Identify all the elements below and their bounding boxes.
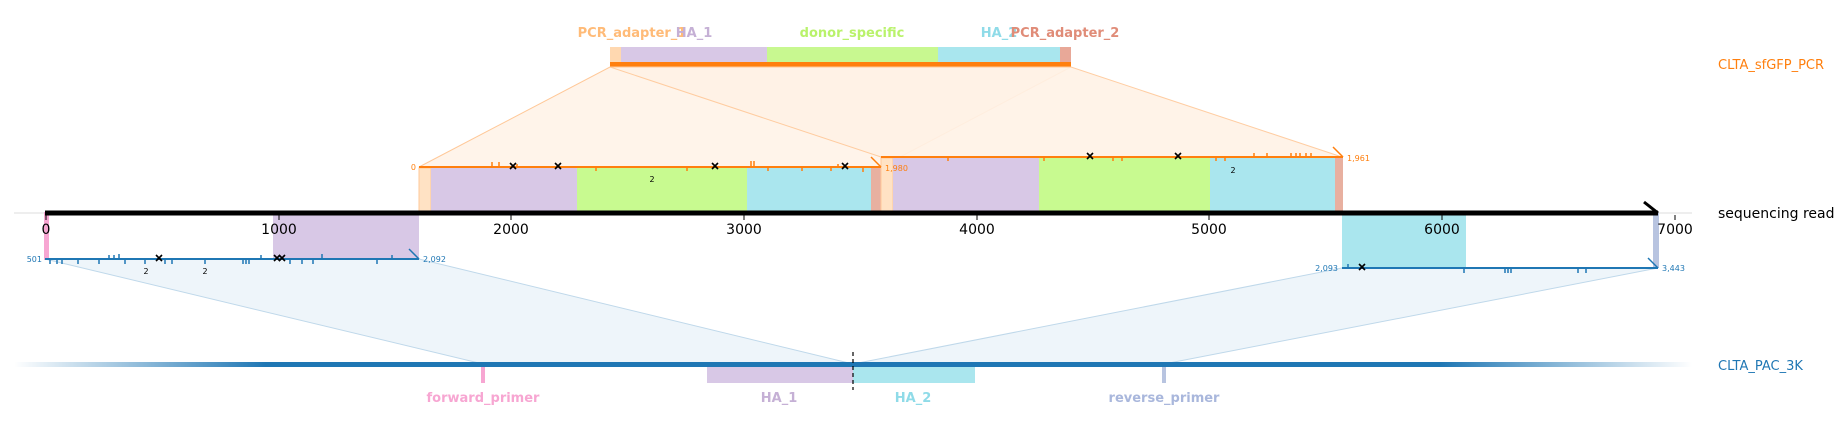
top-alignment-2-arrow (1332, 146, 1344, 158)
read-name: sequencing read (1718, 206, 1834, 222)
bottom-indel-count-1: 2 (143, 267, 148, 276)
label-pcr-adapter-2: PCR_adapter_2 (1011, 26, 1120, 41)
aln1-ha2 (747, 168, 871, 213)
bottom-right-projection (852, 267, 1659, 365)
top-aln1-end-label: 1,980 (885, 164, 908, 173)
read-ha2-block (1342, 213, 1466, 268)
tick-label-3000: 3000 (726, 222, 762, 238)
tick-label-6000: 6000 (1424, 222, 1460, 238)
aln1-ha1 (431, 168, 577, 213)
top-alignment-lines: 0 1,980 1,961 2 2 (411, 146, 1370, 184)
label-top-ha1: HA_1 (676, 26, 713, 41)
top-reference: PCR_adapter_1 HA_1 donor_specific HA_2 P… (578, 26, 1824, 73)
top-ha1-block (621, 47, 767, 62)
read-direction-arrow (1643, 200, 1659, 215)
bottom-mismatch-markers (155, 254, 1366, 271)
bottom-reference-bar (14, 362, 1692, 367)
tick-label-4000: 4000 (959, 222, 995, 238)
aln2-pcr-adapter-2 (1335, 158, 1343, 213)
bottom-reference: forward_primer HA_1 HA_2 reverse_primer … (14, 352, 1803, 406)
top-mismatch-markers (509, 152, 1182, 170)
aln2-donor (1039, 158, 1210, 213)
tick-label-7000: 7000 (1657, 222, 1693, 238)
bottom-alignment-1-arrow (408, 248, 420, 260)
aln2-ha1 (893, 158, 1039, 213)
top-indel-count-1: 2 (649, 175, 654, 184)
bottom-left-projection (44, 258, 854, 365)
bottom-reverse-primer-block (1162, 367, 1166, 383)
label-reverse-primer: reverse_primer (1109, 391, 1221, 406)
label-top-ha2: HA_2 (981, 26, 1018, 41)
top-alignment-blocks (418, 157, 1343, 214)
top-ha2-block (938, 47, 1060, 62)
bottom-reference-name: CLTA_PAC_3K (1718, 359, 1803, 374)
top-pcr-adapter-1-block (610, 47, 621, 62)
top-alignment-1-arrow (870, 156, 882, 168)
top-indel-count-2: 2 (1230, 166, 1235, 175)
top-mismatch-ticks (491, 153, 1312, 172)
aln1-pcr-adapter-1 (418, 167, 432, 214)
bottom-projections (44, 258, 1659, 365)
bottom-forward-primer-block (481, 367, 485, 383)
top-aln1-start-label: 0 (411, 163, 416, 172)
top-reference-bar (610, 62, 1071, 67)
axis-ticks (45, 215, 1676, 220)
aln1-donor (577, 168, 747, 213)
bottom-aln1-end-label: 2,092 (423, 255, 446, 264)
bottom-aln2-start-label: 2,093 (1315, 264, 1338, 273)
tick-label-1000: 1000 (261, 222, 297, 238)
read-axis: 0 1000 2000 3000 4000 5000 6000 7000 seq… (14, 200, 1834, 268)
bottom-ha2-block (853, 367, 975, 383)
bottom-ha1-block (707, 367, 853, 383)
aln1-pcr-adapter-2 (871, 168, 881, 213)
label-bottom-ha2: HA_2 (895, 391, 932, 406)
read-forward-primer-block (44, 212, 49, 260)
bottom-mismatch-ticks (49, 254, 1587, 273)
top-pcr-adapter-2-block (1060, 47, 1071, 62)
tick-label-5000: 5000 (1191, 222, 1227, 238)
label-bottom-ha1: HA_1 (761, 391, 798, 406)
bottom-alignment-lines: 501 2,092 2,093 3,443 (27, 248, 1685, 276)
top-reference-name: CLTA_sfGFP_PCR (1718, 58, 1824, 73)
label-donor-specific: donor_specific (800, 26, 905, 41)
tick-label-0: 0 (42, 222, 51, 238)
bottom-aln1-start-label: 501 (27, 255, 42, 264)
top-aln2-end-label: 1,961 (1347, 154, 1370, 163)
read-reverse-primer-block (1653, 213, 1659, 268)
tick-label-2000: 2000 (493, 222, 529, 238)
label-pcr-adapter-1: PCR_adapter_1 (578, 26, 687, 41)
aln2-ha2 (1210, 158, 1335, 213)
bottom-aln2-end-label: 3,443 (1662, 264, 1685, 273)
bottom-alignment-2-arrow (1647, 257, 1659, 269)
top-donor-block (767, 47, 938, 62)
top-projections (418, 66, 1343, 168)
label-forward-primer: forward_primer (427, 391, 541, 406)
read-ha1-block (273, 213, 419, 258)
bottom-indel-count-2: 2 (202, 267, 207, 276)
